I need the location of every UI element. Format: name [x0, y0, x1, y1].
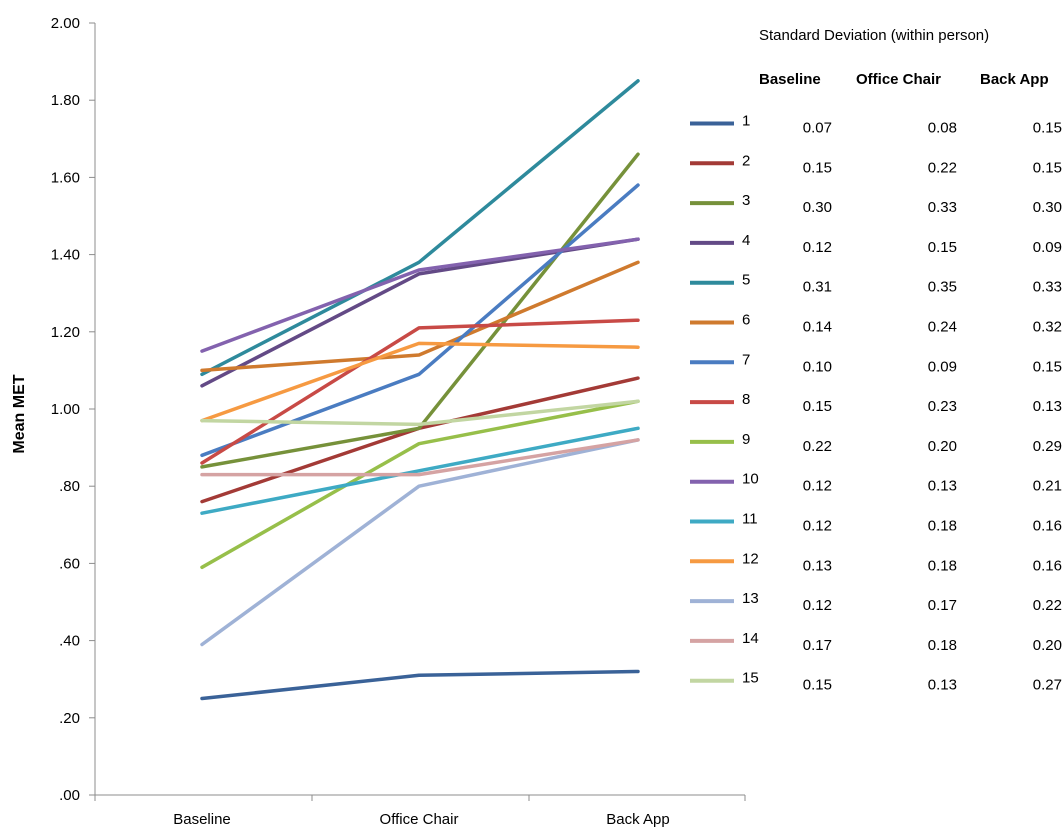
sd-table-cell: 0.18	[928, 637, 957, 654]
legend-label: 11	[742, 511, 758, 528]
sd-table-cell: 0.08	[928, 120, 957, 137]
sd-table-cell: 0.18	[928, 557, 957, 574]
series-line-1	[200, 669, 640, 701]
y-tick-label: .20	[59, 710, 80, 727]
sd-table-cell: 0.17	[803, 637, 832, 654]
sd-table-cell: 0.13	[928, 677, 957, 694]
series-line-10	[200, 237, 640, 353]
sd-table-cell: 0.18	[928, 518, 957, 535]
legend-label: 3	[742, 192, 750, 209]
y-tick-label: 1.20	[51, 324, 80, 341]
y-tick-label: 1.80	[51, 92, 80, 109]
sd-table-cell: 0.15	[803, 159, 832, 176]
sd-table-cell: 0.35	[928, 279, 957, 296]
plot-lines	[200, 79, 640, 701]
legend-label: 15	[742, 670, 759, 687]
sd-table-cell: 0.15	[1033, 358, 1062, 375]
sd-table-cell: 0.12	[803, 239, 832, 256]
legend-label: 6	[742, 312, 750, 329]
sd-table-cell: 0.27	[1033, 677, 1062, 694]
sd-table-cell: 0.15	[803, 398, 832, 415]
series-line-3	[200, 152, 640, 469]
sd-table-cell: 0.15	[803, 677, 832, 694]
sd-table-cell: 0.21	[1033, 478, 1062, 495]
x-tick-label: Baseline	[173, 811, 231, 828]
sd-table-cell: 0.22	[1033, 597, 1062, 614]
sd-table-cell: 0.20	[1033, 637, 1062, 654]
sd-table-cell: 0.16	[1033, 518, 1062, 535]
sd-table-cell: 0.29	[1033, 438, 1062, 455]
legend-label: 13	[742, 590, 759, 607]
sd-table-header: Back App	[980, 71, 1049, 88]
legend-label: 2	[742, 152, 750, 169]
sd-table-cell: 0.15	[1033, 159, 1062, 176]
legend-label: 12	[742, 550, 759, 567]
sd-table-cell: 0.09	[1033, 239, 1062, 256]
series-line-12	[200, 341, 640, 423]
sd-table-cell: 0.10	[803, 358, 832, 375]
sd-table-cell: 0.12	[803, 518, 832, 535]
sd-table-cell: 0.24	[928, 319, 957, 336]
sd-table-cell: 0.16	[1033, 557, 1062, 574]
sd-table-cell: 0.12	[803, 597, 832, 614]
sd-table-cell: 0.13	[803, 557, 832, 574]
legend-label: 9	[742, 431, 750, 448]
series-line-9	[200, 399, 640, 570]
y-tick-label: 1.60	[51, 169, 80, 186]
plot-axes: .00 .20 .40 .60 .80 1.00 1.20 1.40 1.60 1.80 2.00 B…	[51, 15, 746, 828]
sd-table-cell: 0.22	[928, 159, 957, 176]
sd-table-cell: 0.33	[1033, 279, 1062, 296]
y-tick-label: .60	[59, 555, 80, 572]
legend-label: 1	[742, 113, 750, 130]
series-line-15	[200, 399, 640, 427]
legend-label: 5	[742, 272, 750, 289]
sd-table-cell: 0.09	[928, 358, 957, 375]
sd-table-cell: 0.17	[928, 597, 957, 614]
y-tick-label: 1.00	[51, 401, 80, 418]
sd-table: Baseline Office Chair Back App 0.07 0.08 0.15…	[759, 71, 1062, 694]
series-line-11	[200, 426, 640, 515]
sd-table-cell: 0.30	[803, 199, 832, 216]
y-tick-label: .80	[59, 478, 80, 495]
sd-table-cell: 0.22	[803, 438, 832, 455]
series-line-13	[200, 438, 640, 647]
series-line-8	[200, 318, 640, 465]
sd-table-cell: 0.31	[803, 279, 832, 296]
sd-table-cell: 0.30	[1033, 199, 1062, 216]
sd-table-cell: 0.33	[928, 199, 957, 216]
x-tick-label: Back App	[606, 811, 669, 828]
sd-table-cell: 0.07	[803, 120, 832, 137]
legend-label: 4	[742, 232, 750, 249]
sd-table-cell: 0.32	[1033, 319, 1062, 336]
series-line-6	[200, 260, 640, 373]
sd-table-cell: 0.15	[928, 239, 957, 256]
series-line-5	[200, 79, 640, 377]
sd-table-header: Baseline	[759, 71, 821, 88]
sd-table-cell: 0.23	[928, 398, 957, 415]
sd-table-cell: 0.15	[1033, 120, 1062, 137]
sd-table-cell: 0.13	[1033, 398, 1062, 415]
sd-table-cell: 0.14	[803, 319, 832, 336]
y-tick-label: .00	[59, 787, 80, 804]
sd-table-cell: 0.20	[928, 438, 957, 455]
series-line-14	[200, 438, 640, 477]
sd-table-cell: 0.13	[928, 478, 957, 495]
y-tick-label: 1.40	[51, 247, 80, 264]
sd-table-header: Office Chair	[856, 71, 941, 88]
sd-table-cell: 0.12	[803, 478, 832, 495]
y-tick-label: 2.00	[51, 15, 80, 32]
sd-table-title: Standard Deviation (within person)	[759, 27, 989, 44]
legend-label: 14	[742, 630, 759, 647]
y-axis-title: Mean MET	[11, 374, 28, 453]
y-tick-label: .40	[59, 633, 80, 650]
x-tick-label: Office Chair	[380, 811, 459, 828]
legend-label: 10	[742, 471, 759, 488]
legend-label: 8	[742, 391, 750, 408]
legend-label: 7	[742, 351, 750, 368]
